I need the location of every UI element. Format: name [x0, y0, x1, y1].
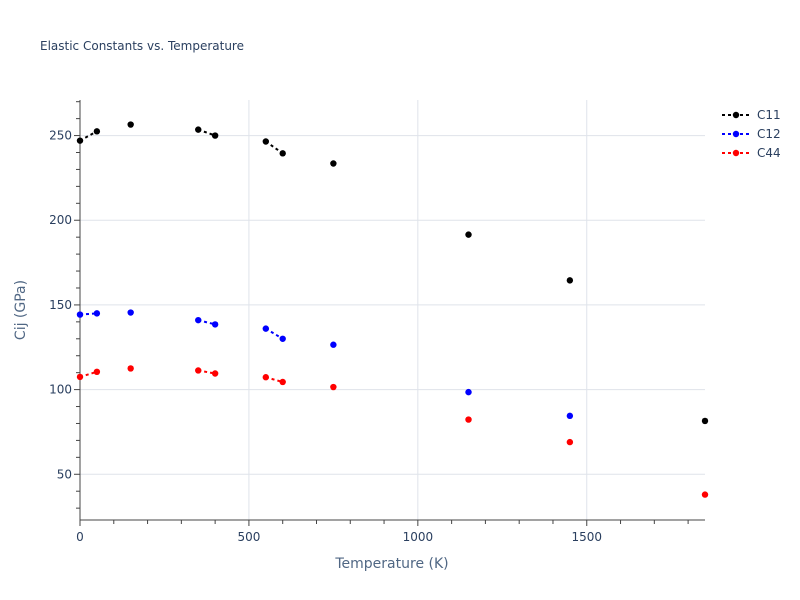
data-point: [195, 316, 202, 324]
series-c44: [76, 365, 709, 498]
data-point: [330, 341, 337, 348]
data-point: [93, 128, 101, 135]
y-axis-title: Cij (GPa): [13, 280, 29, 340]
data-point: [701, 417, 709, 425]
data-point: [127, 365, 134, 372]
data-point: [465, 416, 472, 423]
data-point: [127, 309, 134, 316]
y-tick-label: 150: [49, 298, 72, 312]
data-point: [93, 368, 101, 376]
series-layer: [76, 121, 709, 498]
legend-label: C12: [757, 127, 781, 141]
x-axis-title: Temperature (K): [334, 556, 448, 572]
x-tick-label: 1500: [571, 530, 602, 544]
data-point: [93, 310, 101, 317]
data-point: [330, 383, 337, 391]
legend[interactable]: C11 C12 C44: [722, 108, 781, 160]
data-point: [279, 378, 286, 386]
data-point: [566, 438, 574, 446]
data-point: [330, 160, 337, 167]
data-point: [211, 132, 219, 139]
data-point: [262, 374, 270, 381]
legend-item-c44[interactable]: C44: [722, 146, 781, 160]
legend-label: C11: [757, 108, 781, 122]
data-point: [195, 367, 202, 374]
data-point: [279, 335, 286, 342]
legend-item-c11[interactable]: C11: [722, 108, 781, 122]
x-tick-label: 500: [237, 530, 260, 544]
data-point: [76, 373, 84, 381]
data-point: [465, 388, 472, 396]
x-tick-label: 0: [76, 530, 84, 544]
data-point: [566, 277, 574, 284]
grid-layer: [80, 100, 705, 520]
y-tick-label: 250: [49, 129, 72, 143]
data-point: [262, 138, 270, 145]
y-tick-label: 100: [49, 383, 72, 397]
legend-label: C44: [757, 146, 781, 160]
y-tick-label: 50: [57, 467, 72, 481]
legend-item-c12[interactable]: C12: [722, 127, 781, 141]
chart-title: Elastic Constants vs. Temperature: [40, 39, 244, 53]
legend-marker-swatch: [732, 149, 740, 157]
legend-marker-swatch: [732, 111, 740, 119]
data-point: [76, 311, 84, 318]
data-point: [211, 321, 219, 328]
data-point: [195, 126, 202, 133]
data-point: [127, 121, 134, 128]
series-c11: [76, 121, 709, 425]
legend-marker-swatch: [732, 130, 740, 138]
data-point: [279, 150, 286, 157]
axes-layer: 0 500 1000 1500 50 100 150 200 250: [49, 100, 705, 544]
y-tick-label: 200: [49, 213, 72, 227]
data-point: [211, 370, 219, 377]
data-point: [465, 231, 472, 238]
data-point: [76, 137, 84, 144]
data-point: [701, 491, 709, 498]
data-point: [566, 412, 574, 420]
x-tick-label: 1000: [403, 530, 434, 544]
data-point: [262, 325, 270, 332]
series-c12: [76, 309, 574, 420]
